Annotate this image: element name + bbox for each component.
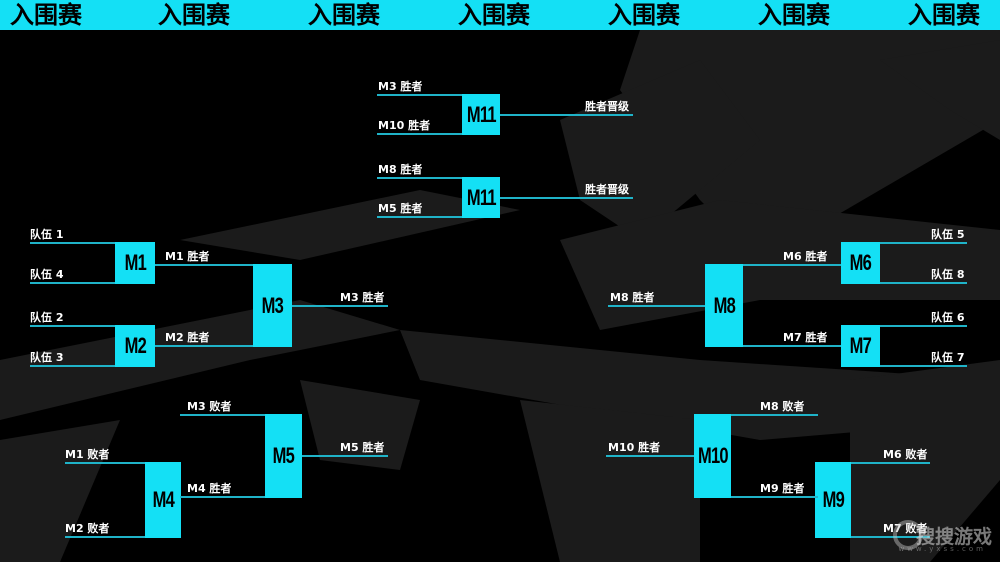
input-label-top: M8 败者: [760, 400, 805, 413]
input-label-bottom: 队伍 4: [30, 268, 64, 281]
output-label: M5 胜者: [340, 441, 385, 454]
input-label-top: 队伍 5: [931, 228, 965, 241]
input-line: [851, 536, 930, 538]
input-line: [880, 242, 967, 244]
watermark-logo-icon: [893, 520, 923, 550]
match-name: M10: [697, 443, 729, 468]
input-label-bottom: M2 败者: [65, 522, 110, 535]
output-label: 胜者晋级: [585, 183, 629, 196]
match-box-m9[interactable]: M9: [815, 462, 851, 538]
input-line: [731, 496, 818, 498]
match-box-m6[interactable]: M6: [841, 242, 880, 284]
input-line: [880, 282, 967, 284]
match-name: M2: [124, 333, 146, 358]
input-line: [30, 365, 115, 367]
match-name: M3: [261, 292, 284, 318]
match-name: M4: [152, 487, 174, 512]
input-label-bottom: M10 胜者: [378, 119, 431, 132]
input-line: [880, 365, 967, 367]
header-title: 入围赛: [458, 1, 530, 29]
watermark-url: www.yxss.com: [898, 545, 986, 553]
output-label: 胜者晋级: [585, 100, 629, 113]
input-label-bottom: M4 胜者: [187, 482, 232, 495]
header-banner: 入围赛 入围赛 入围赛 入围赛 入围赛 入围赛 入围赛: [0, 0, 1000, 30]
input-line: [377, 133, 462, 135]
input-label-top: 队伍 1: [30, 228, 64, 241]
input-line: [377, 94, 462, 96]
output-line: [500, 114, 633, 116]
match-box-m2[interactable]: M2: [115, 325, 155, 367]
match-box-m1[interactable]: M1: [115, 242, 155, 284]
input-label-bottom: M9 胜者: [760, 482, 805, 495]
input-label-top: M3 败者: [187, 400, 232, 413]
input-label-top: M6 胜者: [783, 250, 828, 263]
output-line: [292, 305, 388, 307]
match-name: M1: [124, 250, 146, 275]
watermark-text: 搜搜游戏: [915, 526, 992, 548]
input-label-top: M6 败者: [883, 448, 928, 461]
match-box-m11b[interactable]: M11: [462, 177, 500, 218]
input-line: [30, 282, 115, 284]
header-title: 入围赛: [10, 1, 82, 29]
header-title: 入围赛: [908, 1, 980, 29]
output-label: M3 胜者: [340, 291, 385, 304]
match-name: M5: [272, 443, 295, 468]
match-box-m7[interactable]: M7: [841, 325, 880, 367]
input-line: [65, 536, 145, 538]
input-line: [180, 496, 265, 498]
header-title: 入围赛: [758, 1, 830, 29]
match-box-m11a[interactable]: M11: [462, 94, 500, 135]
match-name: M7: [849, 333, 872, 358]
input-line: [155, 345, 253, 347]
match-name: M6: [849, 250, 872, 275]
input-label-bottom: M2 胜者: [165, 331, 210, 344]
match-name: M11: [466, 101, 497, 127]
input-label-top: 队伍 2: [30, 311, 64, 324]
match-name: M9: [822, 487, 844, 512]
input-label-bottom: M7 胜者: [783, 331, 828, 344]
input-line: [880, 325, 967, 327]
output-label: M10 胜者: [608, 441, 661, 454]
input-line: [851, 462, 930, 464]
input-label-top: M1 败者: [65, 448, 110, 461]
output-line: [500, 197, 633, 199]
input-label-top: 队伍 6: [931, 311, 965, 324]
input-label-bottom: 队伍 3: [30, 351, 64, 364]
input-line: [30, 242, 115, 244]
input-line: [30, 325, 115, 327]
output-line: [302, 455, 388, 457]
input-label-bottom: 队伍 7: [931, 351, 965, 364]
input-line: [377, 216, 462, 218]
input-line: [155, 264, 253, 266]
output-line: [608, 305, 705, 307]
match-box-m4[interactable]: M4: [145, 462, 181, 538]
input-line: [377, 177, 462, 179]
match-name: M8: [713, 292, 735, 318]
match-box-m8[interactable]: M8: [705, 264, 743, 347]
match-box-m5[interactable]: M5: [265, 414, 302, 498]
input-line: [65, 462, 145, 464]
input-label-top: M3 胜者: [378, 80, 423, 93]
input-label-bottom: 队伍 8: [931, 268, 965, 281]
output-label: M8 胜者: [610, 291, 655, 304]
match-box-m3[interactable]: M3: [253, 264, 292, 347]
input-line: [180, 414, 265, 416]
header-title: 入围赛: [158, 1, 230, 29]
input-line: [743, 264, 841, 266]
input-label-top: M8 胜者: [378, 163, 423, 176]
input-label-bottom: M5 胜者: [378, 202, 423, 215]
input-label-top: M1 胜者: [165, 250, 210, 263]
input-line: [743, 345, 841, 347]
output-line: [606, 455, 694, 457]
match-name: M11: [466, 184, 497, 210]
header-title: 入围赛: [308, 1, 380, 29]
header-title: 入围赛: [608, 1, 680, 29]
match-box-m10[interactable]: M10: [694, 414, 731, 498]
input-line: [731, 414, 818, 416]
